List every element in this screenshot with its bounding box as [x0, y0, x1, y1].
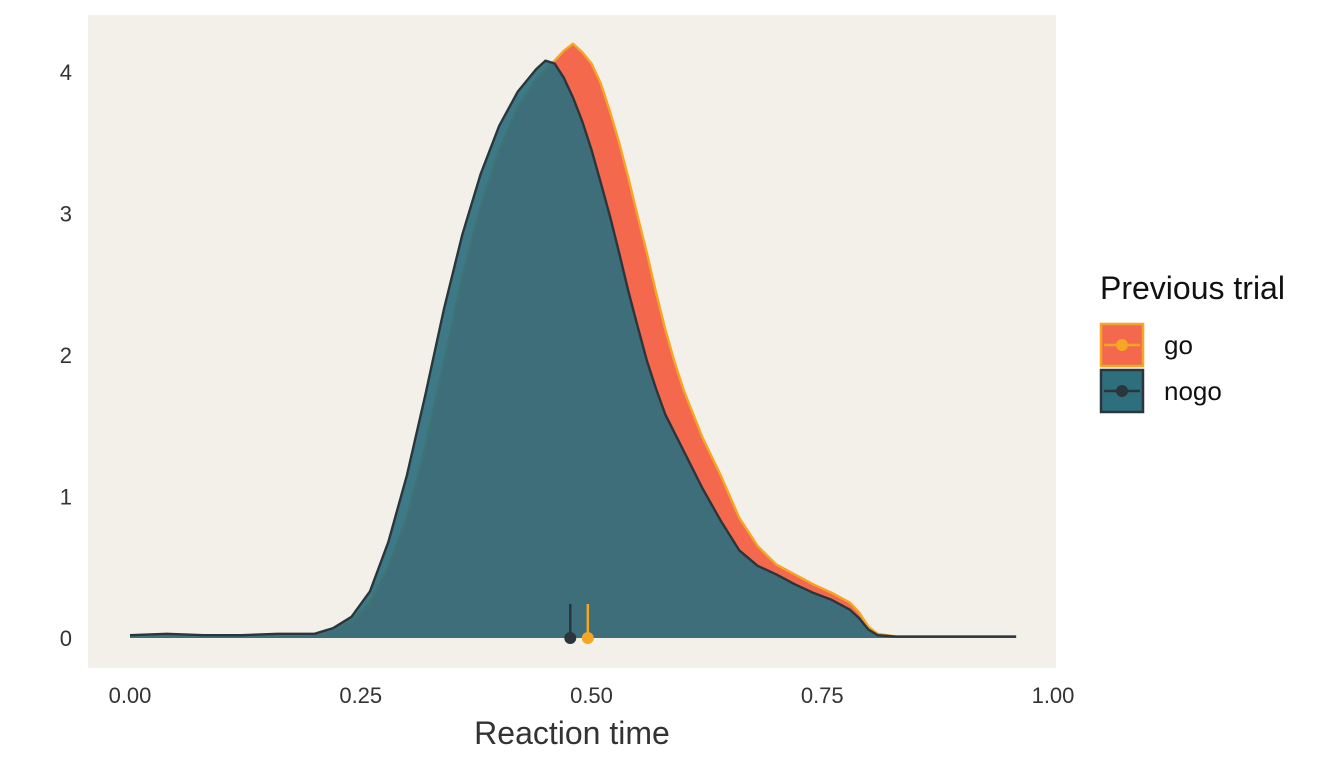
mean-marker-layer: [564, 604, 594, 644]
x-tick-label: 0.75: [801, 683, 844, 708]
y-tick-label: 0: [60, 626, 72, 651]
y-tick-label: 3: [60, 202, 72, 227]
mean-point-nogo: [564, 632, 577, 644]
legend-label-nogo: nogo: [1164, 376, 1222, 406]
x-axis-title: Reaction time: [474, 715, 670, 751]
series-layer: [129, 42, 1017, 638]
y-tick-label: 4: [60, 60, 72, 85]
legend-key-dot-nogo: [1116, 385, 1128, 397]
x-tick-label: 0.00: [109, 683, 152, 708]
density-line-nogo: [129, 59, 1017, 638]
x-axis-ticks: 0.00 0.25 0.50 0.75 1.00: [109, 683, 1075, 708]
density-area-nogo: [130, 60, 1017, 638]
y-tick-label: 1: [60, 485, 72, 510]
legend-title: Previous trial: [1100, 270, 1285, 306]
y-tick-label: 2: [60, 343, 72, 368]
x-tick-label: 0.25: [339, 683, 382, 708]
x-tick-label: 0.50: [570, 683, 613, 708]
legend-label-go: go: [1164, 330, 1193, 360]
y-axis-ticks: 0 1 2 3 4: [60, 60, 72, 651]
legend: Previous trial go nogo: [1099, 270, 1285, 414]
mean-point-go: [581, 632, 594, 644]
legend-entries: go nogo: [1099, 322, 1222, 414]
x-tick-label: 1.00: [1032, 683, 1075, 708]
legend-key-dot-go: [1116, 339, 1128, 351]
